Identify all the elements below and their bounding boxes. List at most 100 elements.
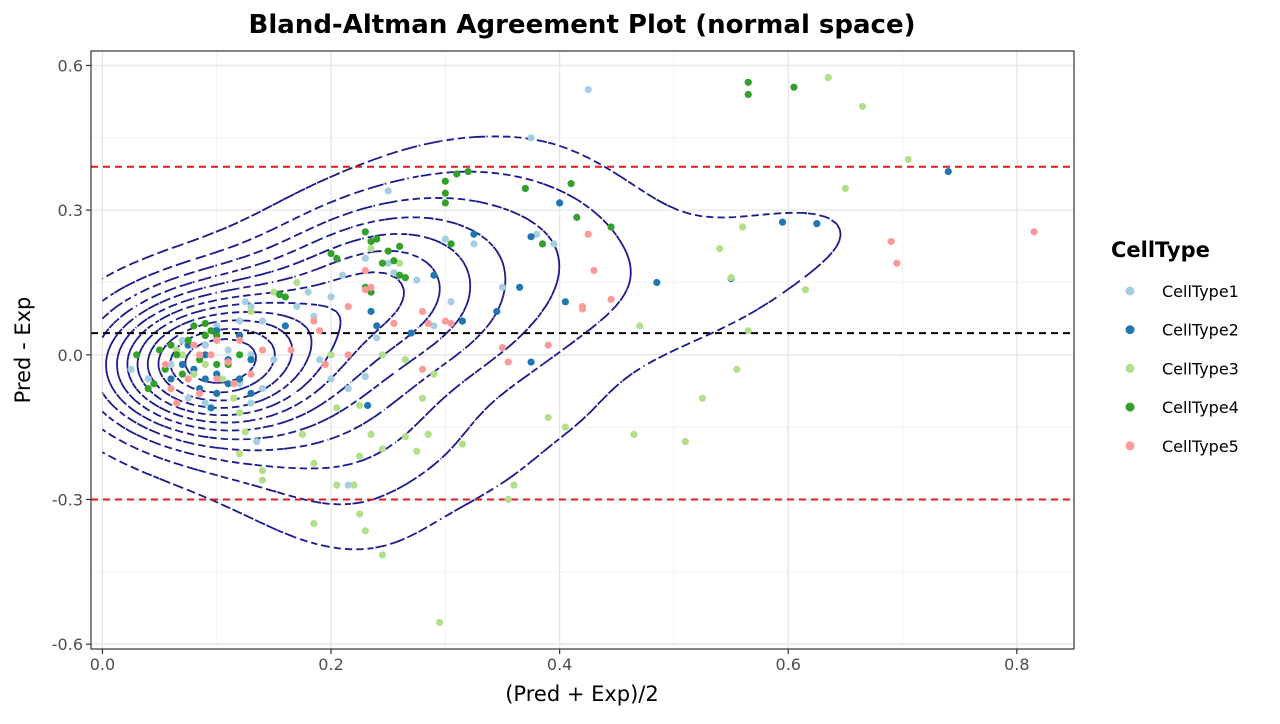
data-point-celltype3: [310, 520, 318, 528]
legend: CellType CellType1CellType2CellType3Cell…: [1111, 238, 1239, 456]
data-point-celltype5: [590, 266, 598, 275]
y-tick-label: 0.0: [58, 346, 83, 365]
data-point-celltype3: [636, 322, 644, 330]
data-point-celltype3: [327, 351, 335, 359]
data-point-celltype5: [184, 375, 192, 383]
data-point-celltype4: [144, 384, 152, 393]
data-point-celltype3: [293, 278, 301, 287]
data-point-celltype4: [275, 290, 284, 299]
data-point-celltype5: [447, 319, 455, 328]
data-point-celltype2: [944, 167, 952, 176]
data-point-celltype3: [230, 394, 238, 402]
data-point-celltype1: [470, 240, 478, 248]
data-point-celltype3: [401, 356, 409, 364]
data-point-celltype3: [298, 430, 307, 438]
data-point-celltype5: [498, 343, 507, 352]
legend-label-celltype3: CellType3: [1162, 359, 1239, 378]
data-point-celltype3: [904, 155, 912, 164]
data-point-celltype3: [378, 351, 387, 359]
data-point-celltype2: [364, 401, 372, 410]
data-point-celltype3: [716, 245, 724, 253]
data-point-celltype4: [207, 327, 215, 335]
data-point-celltype2: [813, 220, 821, 228]
data-point-celltype3: [727, 274, 735, 282]
data-point-celltype5: [504, 358, 512, 366]
y-axis-title: Pred - Exp: [11, 297, 35, 404]
y-tick-label: 0.3: [58, 201, 83, 220]
data-point-celltype5: [361, 286, 369, 294]
data-point-celltype2: [178, 360, 187, 369]
data-point-celltype4: [201, 331, 209, 340]
data-point-celltype1: [338, 271, 347, 279]
reference-lines: [91, 165, 1074, 501]
x-tick-label: 0.6: [776, 655, 801, 674]
data-point-celltype1: [316, 356, 324, 364]
data-point-celltype1: [344, 384, 352, 393]
data-point-celltype3: [544, 413, 552, 422]
data-point-celltype2: [430, 271, 438, 279]
data-point-celltype4: [538, 240, 547, 248]
data-point-celltype3: [333, 481, 341, 489]
density-contour-line: [116, 249, 441, 432]
data-point-celltype4: [521, 184, 529, 193]
data-point-celltype5: [173, 399, 181, 407]
data-point-celltype3: [418, 394, 427, 402]
data-point-celltype3: [356, 452, 364, 460]
data-point-celltype1: [167, 360, 175, 369]
data-point-celltype3: [841, 184, 849, 193]
data-point-celltype3: [350, 481, 358, 489]
data-point-celltype4: [173, 351, 181, 359]
data-point-celltype4: [150, 380, 158, 388]
x-tick-label: 0.4: [547, 655, 572, 674]
legend-label-celltype4: CellType4: [1162, 398, 1239, 417]
data-point-celltype2: [653, 278, 661, 287]
density-contour-line: [136, 301, 342, 417]
legend-key-celltype5: [1125, 441, 1135, 451]
data-point-celltype1: [184, 394, 192, 402]
x-axis-title: (Pred + Exp)/2: [505, 682, 659, 706]
axis-ticks: 0.0 0.2 0.4 0.6 0.8 -0.6 -0.3 0.0 0.3 0.6: [52, 56, 1030, 674]
data-point-celltype5: [418, 307, 427, 316]
y-tick-label: -0.3: [52, 491, 83, 510]
data-point-celltype4: [567, 180, 575, 188]
data-point-celltype2: [247, 356, 255, 364]
data-point-celltype4: [133, 351, 141, 359]
data-point-celltype4: [607, 223, 615, 231]
data-point-celltype3: [367, 245, 375, 253]
data-point-celltype5: [247, 370, 255, 378]
data-point-celltype5: [258, 346, 267, 354]
data-point-celltype2: [778, 218, 787, 226]
data-point-celltype2: [281, 322, 289, 330]
data-point-celltype1: [584, 85, 592, 94]
y-tick-label: -0.6: [52, 635, 83, 654]
legend-key-celltype4: [1125, 402, 1135, 412]
data-point-celltype2: [373, 322, 381, 330]
data-point-celltype4: [361, 228, 369, 236]
data-point-celltype1: [441, 235, 449, 243]
data-point-celltype2: [207, 404, 215, 412]
data-point-celltype4: [373, 235, 381, 243]
data-point-celltype4: [213, 360, 221, 369]
data-point-celltype2: [235, 375, 244, 383]
data-point-celltype3: [361, 527, 369, 535]
data-point-celltype1: [201, 341, 209, 349]
density-contour-line: [105, 233, 472, 441]
data-point-celltype1: [384, 259, 392, 267]
data-point-celltype5: [584, 230, 592, 238]
data-point-celltype5: [195, 351, 204, 359]
data-point-celltype4: [464, 167, 472, 176]
data-point-celltype4: [390, 257, 398, 265]
legend-title: CellType: [1111, 238, 1210, 262]
data-point-celltype4: [441, 177, 449, 185]
data-point-celltype3: [630, 430, 638, 438]
data-point-celltype1: [384, 187, 392, 195]
data-point-celltype4: [167, 341, 175, 349]
data-point-celltype3: [824, 73, 832, 82]
data-point-celltype1: [361, 254, 369, 262]
data-point-celltype4: [744, 78, 752, 86]
data-point-celltype1: [224, 346, 232, 354]
data-point-celltype3: [310, 459, 318, 467]
data-point-celltype3: [258, 466, 267, 475]
